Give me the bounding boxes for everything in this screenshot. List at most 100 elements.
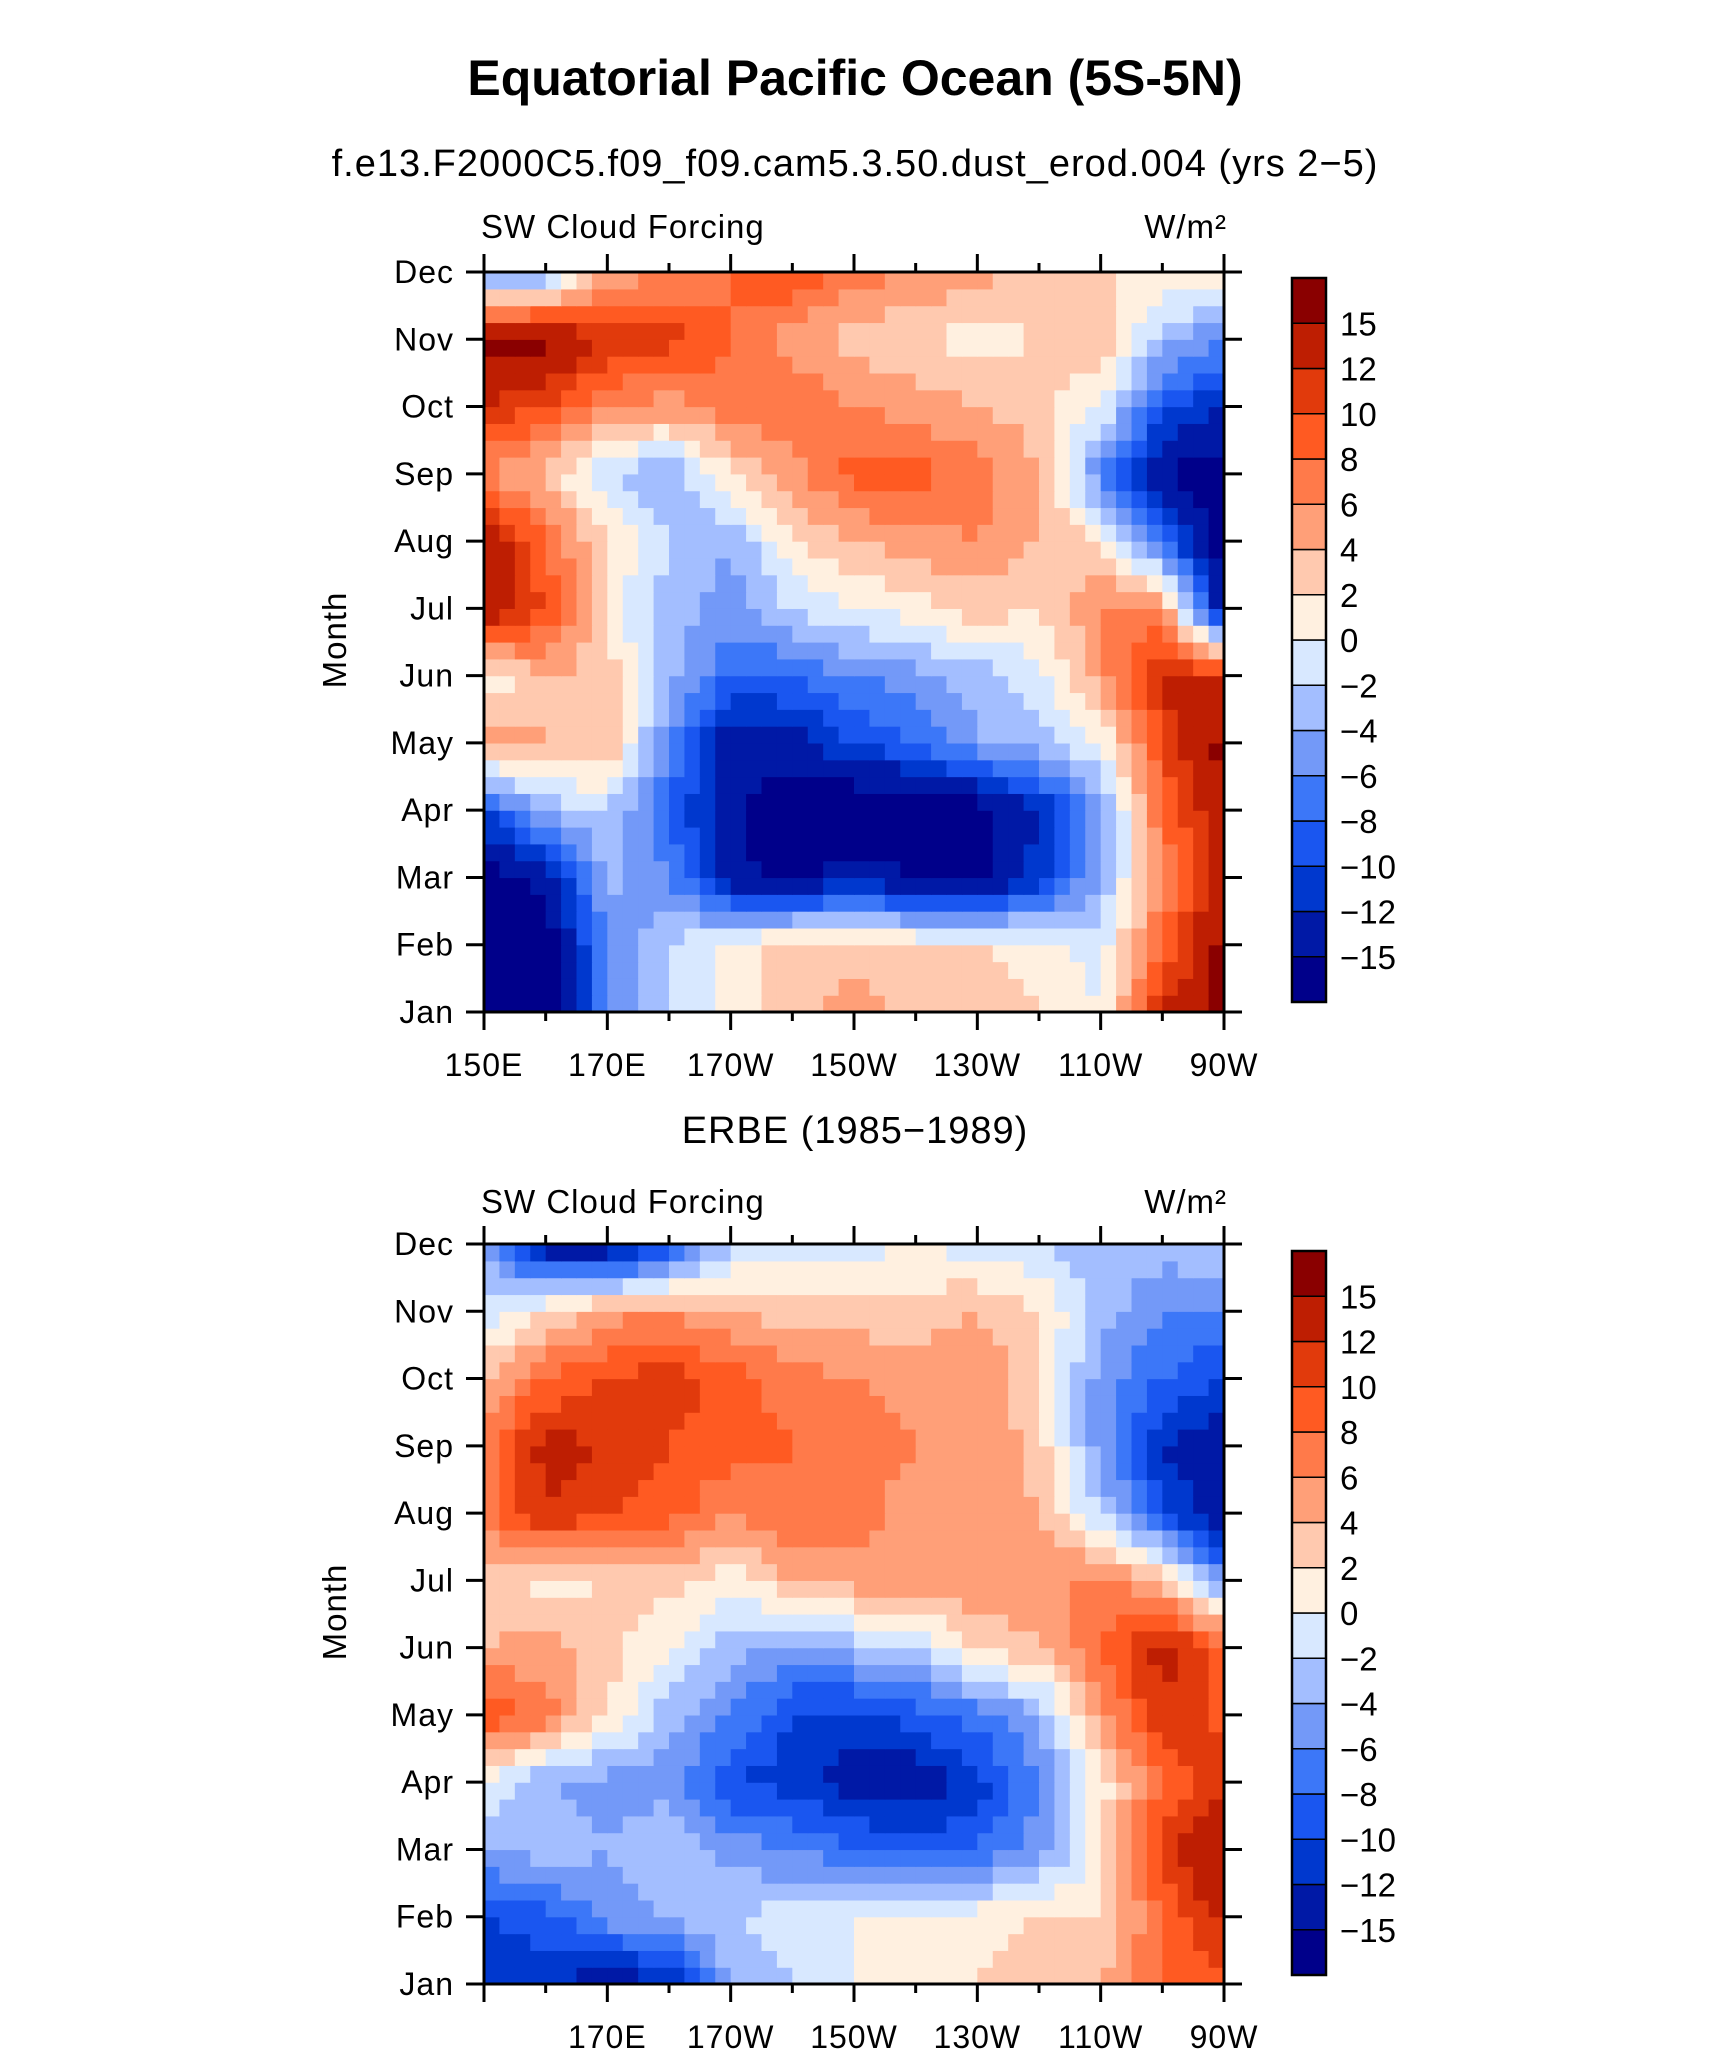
heatmap-cell [607, 1714, 624, 1733]
heatmap-cell [499, 524, 516, 542]
heatmap-cell [607, 759, 624, 778]
heatmap-cell [792, 793, 809, 811]
heatmap-cell [854, 1563, 871, 1581]
heatmap-cell [792, 827, 809, 845]
heatmap-cell [561, 843, 578, 862]
heatmap-cell [746, 1698, 763, 1716]
heatmap-cell [530, 1698, 547, 1716]
heatmap-cell [961, 1378, 978, 1396]
heatmap-cell [561, 591, 578, 609]
heatmap-cell [591, 961, 608, 979]
heatmap-cell [1193, 356, 1210, 374]
heatmap-cell [869, 608, 886, 626]
heatmap-cell [669, 1244, 686, 1262]
heatmap-cell [484, 709, 501, 727]
heatmap-cell [561, 776, 578, 794]
heatmap-cell [1146, 557, 1163, 576]
heatmap-cell [1193, 1328, 1210, 1346]
heatmap-cell [854, 1647, 871, 1666]
heatmap-cell [746, 272, 763, 290]
heatmap-cell [776, 1479, 793, 1497]
heatmap-cell [838, 1429, 855, 1447]
heatmap-cell [977, 1698, 994, 1716]
heatmap-cell [1131, 742, 1148, 761]
heatmap-cell [499, 1748, 516, 1766]
heatmap-cell [1069, 574, 1086, 593]
heatmap-cell [699, 557, 716, 576]
heatmap-cell [946, 1546, 963, 1565]
heatmap-cell [669, 574, 686, 593]
heatmap-cell [1162, 1479, 1179, 1497]
heatmap-cell [576, 1378, 593, 1396]
colorbar-swatch [1291, 1386, 1327, 1433]
y-tick-label: Apr [401, 1764, 454, 1800]
heatmap-cell [1085, 1445, 1102, 1464]
heatmap-cell [761, 406, 778, 424]
heatmap-cell [1208, 1731, 1224, 1750]
heatmap-cell [931, 843, 948, 862]
heatmap-cell [1146, 1950, 1163, 1968]
heatmap-cell [715, 322, 732, 340]
heatmap-cell [530, 524, 547, 542]
heatmap-cell [561, 1698, 578, 1716]
heatmap-cell [838, 1597, 855, 1615]
heatmap-cell [1069, 1933, 1086, 1951]
heatmap-cell [1069, 1967, 1086, 1984]
heatmap-cell [869, 1529, 886, 1548]
heatmap-cell [499, 1782, 516, 1800]
heatmap-cell [1054, 272, 1071, 290]
heatmap-cell [1131, 726, 1148, 744]
heatmap-cell [514, 1748, 531, 1766]
heatmap-cell [1116, 356, 1133, 374]
heatmap-cell [1100, 1412, 1117, 1430]
heatmap-cell [715, 1546, 732, 1565]
heatmap-cell [499, 608, 516, 626]
heatmap-cell [530, 894, 547, 912]
y-tick-label: Jan [399, 994, 454, 1030]
heatmap-cell [1054, 1698, 1071, 1716]
heatmap-cell [823, 944, 840, 963]
heatmap-cell [1208, 1529, 1224, 1548]
heatmap-cell [1116, 759, 1133, 778]
heatmap-cell [1193, 406, 1210, 424]
heatmap-cell [761, 625, 778, 643]
heatmap-cell [854, 843, 871, 862]
heatmap-cell [915, 1546, 932, 1565]
heatmap-cell [730, 423, 747, 441]
heatmap-cell [915, 557, 932, 576]
heatmap-cell [1193, 944, 1210, 963]
panel-1-subtitle: f.e13.F2000C5.f09_f09.cam5.3.50.dust_ero… [332, 143, 1379, 185]
heatmap-cell [746, 1311, 763, 1329]
heatmap-cell [699, 1294, 716, 1312]
heatmap-cell [1085, 1866, 1102, 1884]
heatmap-cell [576, 1698, 593, 1716]
heatmap-cell [699, 1950, 716, 1968]
heatmap-cell [699, 1546, 716, 1565]
heatmap-cell [1069, 389, 1086, 408]
heatmap-cell [1069, 490, 1086, 509]
heatmap-cell [607, 642, 624, 660]
heatmap-cell [1100, 608, 1117, 626]
heatmap-cell [946, 1479, 963, 1497]
heatmap-cell [1177, 1647, 1194, 1666]
heatmap-cell [1085, 339, 1102, 357]
heatmap-cell [561, 709, 578, 727]
heatmap-cell [823, 1933, 840, 1951]
heatmap-cell [1023, 372, 1040, 391]
heatmap-cell [961, 440, 978, 458]
heatmap-cell [1193, 1765, 1210, 1783]
heatmap-cell [1162, 1294, 1179, 1312]
heatmap-cell [561, 1277, 578, 1296]
heatmap-cell [1054, 658, 1071, 677]
heatmap-cell [684, 827, 701, 845]
heatmap-cell [1023, 1899, 1040, 1918]
heatmap-cell [1039, 642, 1056, 660]
heatmap-cell [915, 1916, 932, 1935]
heatmap-cell [761, 1664, 778, 1682]
heatmap-cell [499, 1899, 516, 1918]
heatmap-cell [1146, 1698, 1163, 1716]
heatmap-cell [1162, 1647, 1179, 1666]
heatmap-cell [761, 911, 778, 929]
heatmap-cell [854, 1513, 871, 1531]
colorbar-label: −2 [1340, 667, 1378, 704]
